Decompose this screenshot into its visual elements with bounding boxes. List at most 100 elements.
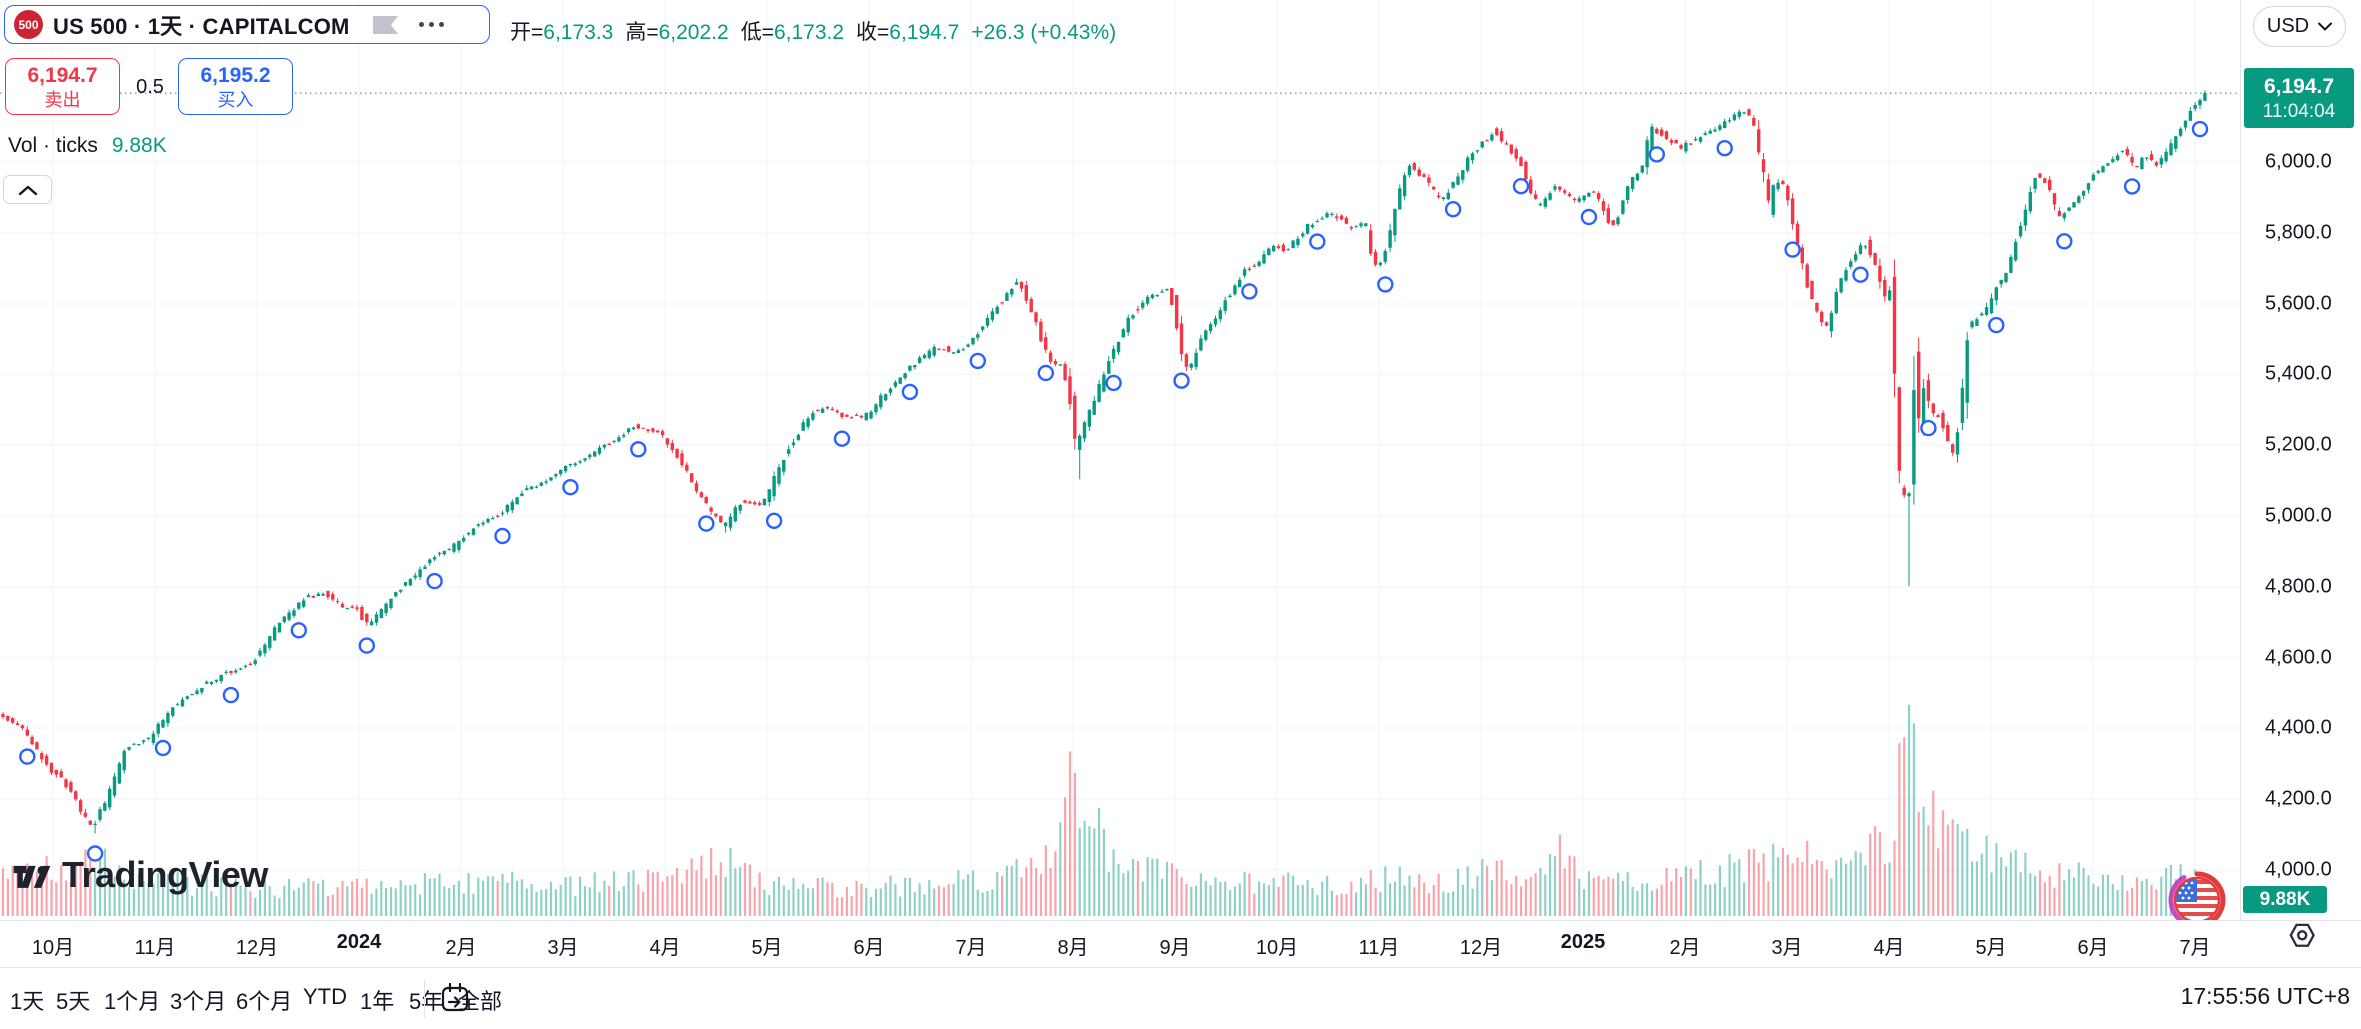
chevron-up-icon xyxy=(18,185,37,195)
event-marker-icon[interactable] xyxy=(901,383,919,401)
event-marker-icon[interactable] xyxy=(222,686,240,704)
event-marker-icon[interactable] xyxy=(154,739,172,757)
time-tick-label: 4月 xyxy=(1873,937,1905,959)
price-tick-label: 4,000.0 xyxy=(2265,858,2332,881)
event-marker-icon[interactable] xyxy=(1988,316,2005,334)
currency-dropdown[interactable]: USD xyxy=(2253,6,2346,47)
time-tick-label: 2月 xyxy=(445,937,477,959)
time-tick-label: 6月 xyxy=(2077,937,2109,959)
low-label: 低= xyxy=(740,21,774,44)
event-marker-icon[interactable] xyxy=(290,622,307,639)
event-marker-icon[interactable] xyxy=(969,352,986,370)
change-value: +26.3 (+0.43%) xyxy=(971,21,1117,44)
event-marker-icon[interactable] xyxy=(494,527,511,545)
toolbar-divider xyxy=(424,980,425,1018)
volume-legend-label: Vol · ticks xyxy=(8,134,98,157)
event-marker-icon[interactable] xyxy=(1444,200,1462,218)
time-tick-label: 4月 xyxy=(649,937,681,959)
time-tick-label: 5月 xyxy=(751,937,783,959)
price-axis[interactable]: 6,000.0 5,800.0 5,600.0 5,400.0 5,200.0 5,000… xyxy=(2240,0,2361,920)
time-tick-label: 9月 xyxy=(1159,937,1191,959)
price-tick-label: 6,000.0 xyxy=(2265,150,2332,173)
price-tick-label: 5,000.0 xyxy=(2265,504,2332,527)
event-marker-icon[interactable] xyxy=(698,515,715,532)
time-tick-label: 5月 xyxy=(1975,937,2007,959)
event-marker-icon[interactable] xyxy=(1852,266,1869,283)
time-tick-label: 11月 xyxy=(1358,937,1400,959)
price-tick-label: 5,400.0 xyxy=(2265,362,2332,385)
event-marker-icon[interactable] xyxy=(1512,177,1530,195)
symbol-title: US 500 · 1天 · CAPITALCOM xyxy=(53,13,350,39)
volume-value-badge: 9.88K xyxy=(2243,886,2327,913)
price-tick-label: 4,400.0 xyxy=(2265,716,2332,739)
event-marker-icon[interactable] xyxy=(1037,364,1055,382)
tradingview-watermark: TradingView xyxy=(10,853,268,897)
time-tick-label: 3月 xyxy=(547,937,579,959)
more-options-icon[interactable] xyxy=(418,22,444,27)
event-marker-icon[interactable] xyxy=(1920,419,1937,437)
price-chart[interactable] xyxy=(0,0,2240,920)
buy-button[interactable]: 6,195.2 买入 xyxy=(178,58,293,115)
time-tick-label: 3月 xyxy=(1771,937,1803,959)
collapse-legend-button[interactable] xyxy=(3,175,52,204)
high-label: 高= xyxy=(625,21,659,44)
range-button-6[interactable]: YTD xyxy=(303,984,347,1009)
time-tick-label: 11月 xyxy=(134,937,176,959)
event-marker-icon[interactable] xyxy=(1784,241,1801,258)
event-marker-icon[interactable] xyxy=(833,430,851,447)
time-tick-label: 7月 xyxy=(2179,937,2211,959)
last-price-value: 6,194.7 xyxy=(2263,75,2335,98)
range-button-2[interactable]: 5天 xyxy=(56,989,91,1014)
event-marker-icon[interactable] xyxy=(1173,372,1190,389)
time-tick-label: 12月 xyxy=(1459,937,1503,959)
event-marker-icon[interactable] xyxy=(1309,233,1326,250)
close-value: 6,194.7 xyxy=(889,21,960,44)
range-button-1[interactable]: 1天 xyxy=(10,989,45,1014)
event-marker-icon[interactable] xyxy=(1648,146,1666,163)
event-marker-icon[interactable] xyxy=(1716,139,1733,157)
close-label: 收= xyxy=(856,21,890,44)
low-value: 6,173.2 xyxy=(773,21,845,44)
sell-button[interactable]: 6,194.7 卖出 xyxy=(5,58,120,115)
event-marker-icon[interactable] xyxy=(2123,178,2141,195)
price-tick-label: 5,600.0 xyxy=(2265,292,2332,315)
price-tick-label: 5,800.0 xyxy=(2265,221,2332,244)
axis-settings-hexagon-icon[interactable] xyxy=(2287,922,2319,952)
symbol-button[interactable]: 500 US 500 · 1天 · CAPITALCOM xyxy=(4,5,490,44)
price-tick-label: 5,200.0 xyxy=(2265,433,2332,456)
time-tick-label: 2月 xyxy=(1669,937,1701,959)
event-marker-icon[interactable] xyxy=(2056,233,2073,250)
volume-legend: Vol · ticks 9.88K xyxy=(8,134,167,158)
range-button-8[interactable]: 5年 xyxy=(409,989,444,1014)
clock-utc[interactable]: 17:55:56 UTC+8 xyxy=(2180,983,2350,1009)
event-marker-icon[interactable] xyxy=(1241,283,1258,300)
range-button-7[interactable]: 1年 xyxy=(360,989,395,1014)
buy-label: 买入 xyxy=(217,90,254,110)
range-button-4[interactable]: 3个月 xyxy=(170,989,227,1014)
range-button-5[interactable]: 6个月 xyxy=(236,989,293,1014)
time-tick-label: 7月 xyxy=(955,937,987,959)
us500-instrument-logo xyxy=(2168,871,2226,929)
event-marker-icon[interactable] xyxy=(765,512,783,529)
time-tick-label: 10月 xyxy=(1255,937,1299,959)
time-axis[interactable]: 10月 11月 12月 2024 2月 3月 4月 5月 6月 7月 8月 9月 10月 11月 12月 20… xyxy=(0,920,2361,967)
price-tick-label: 4,200.0 xyxy=(2265,787,2332,810)
go-to-date-icon[interactable] xyxy=(440,982,470,1014)
spread-value: 0.5 xyxy=(136,76,164,98)
event-marker-icon[interactable] xyxy=(562,479,579,496)
event-marker-icon[interactable] xyxy=(1377,276,1394,293)
open-value: 6,173.3 xyxy=(543,21,614,44)
event-marker-icon[interactable] xyxy=(19,748,36,765)
countdown-timer: 11:04:04 xyxy=(2262,101,2336,122)
event-marker-icon[interactable] xyxy=(630,441,647,458)
event-marker-icon[interactable] xyxy=(1105,374,1122,392)
event-marker-icon[interactable] xyxy=(426,572,443,590)
flag-icon[interactable] xyxy=(372,15,399,35)
currency-label: USD xyxy=(2266,15,2310,37)
event-marker-icon[interactable] xyxy=(2191,120,2209,138)
event-marker-icon[interactable] xyxy=(358,637,375,654)
event-marker-icon[interactable] xyxy=(86,845,104,862)
event-marker-icon[interactable] xyxy=(1580,208,1598,226)
range-button-3[interactable]: 1个月 xyxy=(104,989,161,1014)
